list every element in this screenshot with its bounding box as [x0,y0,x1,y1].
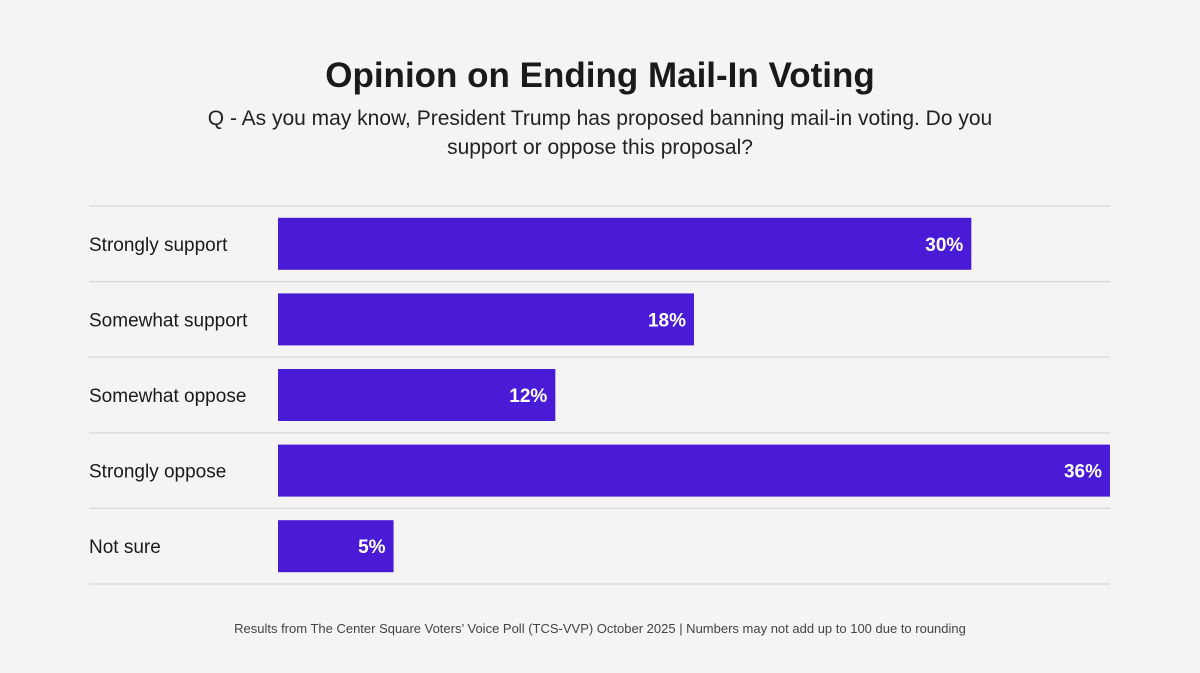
chart-title: Opinion on Ending Mail-In Voting [325,56,875,95]
category-label: Strongly oppose [89,462,226,483]
chart-subtitle: Q - As you may know, President Trump has… [207,107,993,159]
value-label: 18% [648,310,686,331]
bar [278,520,394,573]
category-label: Not sure [89,537,161,558]
value-label: 36% [1064,462,1102,483]
category-label: Somewhat support [89,310,248,331]
value-label: 30% [925,235,963,256]
bar [278,444,1110,497]
bar [278,217,972,270]
footnote: Results from The Center Square Voters’ V… [234,621,966,636]
value-label: 5% [358,537,386,558]
bar [278,293,694,346]
value-label: 12% [509,386,547,407]
category-label: Strongly support [89,235,228,256]
bar [278,369,556,421]
category-label: Somewhat oppose [89,386,246,407]
